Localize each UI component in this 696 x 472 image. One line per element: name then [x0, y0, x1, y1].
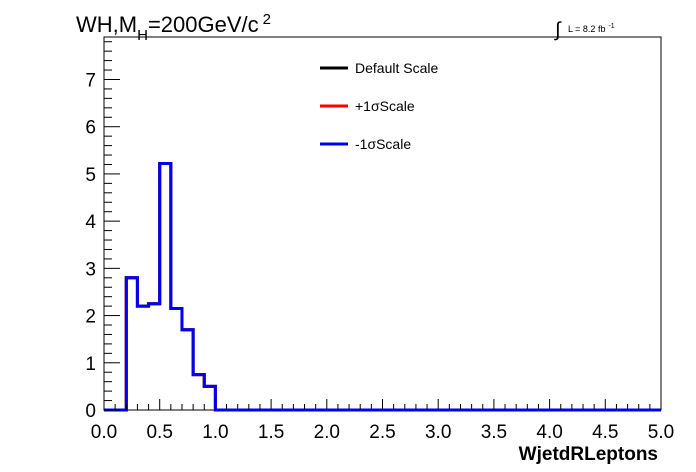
lumi-label: L = 8.2 fb -1 — [568, 23, 615, 34]
title-main: WH,M — [76, 12, 137, 37]
x-tick-label: 1.0 — [202, 422, 228, 443]
legend-label-1: +1σScale — [355, 98, 415, 114]
x-tick-label: 4.5 — [592, 422, 618, 443]
lumi-superscript: -1 — [608, 23, 614, 30]
lumi-integral-sign: ∫ — [554, 19, 562, 41]
y-tick-label: 2 — [85, 307, 96, 328]
legend-label-0: Default Scale — [355, 60, 438, 76]
x-tick-label: 0.0 — [91, 422, 117, 443]
x-tick-label: 2.5 — [369, 422, 395, 443]
y-tick-label: 5 — [85, 165, 96, 186]
y-tick-label: 0 — [85, 401, 96, 422]
x-tick-label: 3.0 — [425, 422, 451, 443]
plot-title: WH,MH=200GeV/c 2 — [76, 11, 271, 44]
y-tick-label: 3 — [85, 259, 96, 280]
x-tick-label: 0.5 — [146, 422, 172, 443]
legend-label-2: -1σScale — [355, 136, 411, 152]
title-superscript: 2 — [263, 11, 271, 28]
title-subscript: H — [137, 27, 148, 44]
y-tick-label: 6 — [85, 118, 96, 139]
x-axis-label: WjetdRLeptons — [519, 444, 658, 465]
y-tick-label: 7 — [85, 70, 96, 91]
x-tick-label: 5.0 — [648, 422, 674, 443]
x-tick-label: 2.0 — [314, 422, 340, 443]
y-tick-label: 1 — [85, 354, 96, 375]
series-line-2 — [104, 162, 661, 412]
x-tick-label: 4.0 — [536, 422, 562, 443]
y-tick-label: 4 — [85, 212, 96, 233]
title-rest: =200GeV/c — [148, 12, 259, 37]
x-tick-label: 3.5 — [481, 422, 507, 443]
lumi-text: L = 8.2 fb — [568, 24, 605, 34]
x-tick-label: 1.5 — [258, 422, 284, 443]
